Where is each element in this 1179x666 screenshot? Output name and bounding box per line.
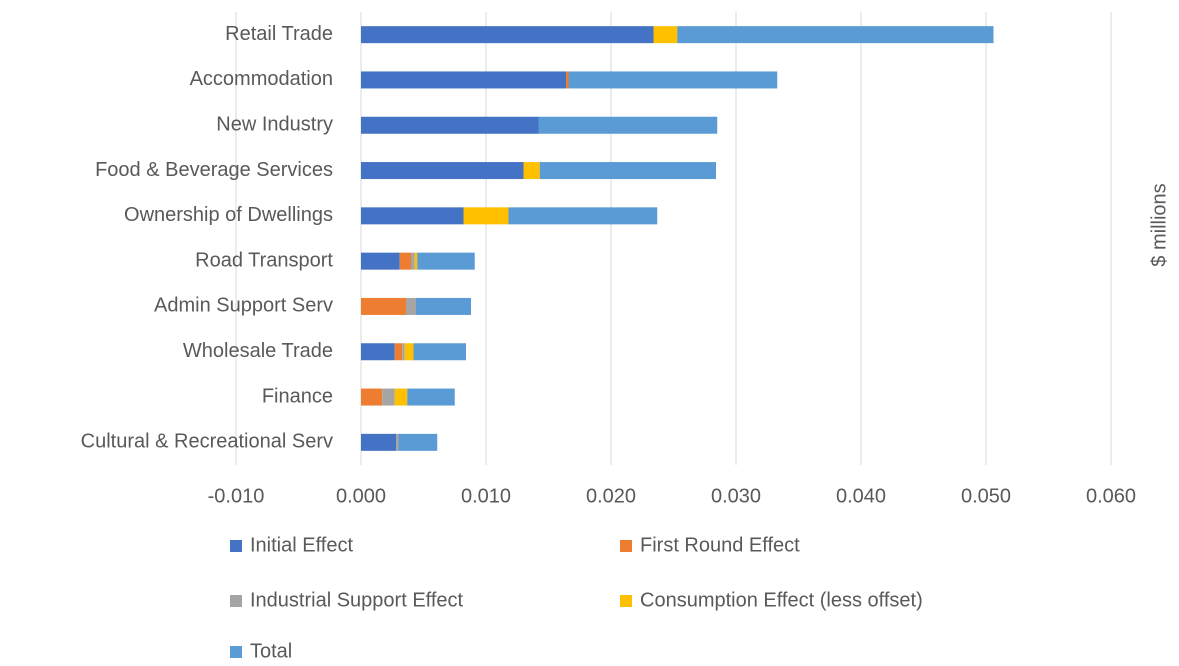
bar-segment [538,116,718,134]
x-tick-label: 0.050 [961,485,1011,507]
bar-segment [361,116,539,134]
x-tick-label: 0.060 [1086,485,1136,507]
bar-segment [398,433,438,451]
y-tick-label: Retail Trade [225,23,333,45]
bar-segment [394,343,403,361]
legend-swatch [230,646,242,658]
bar-segment [361,388,383,406]
bar-segment [411,252,415,270]
bar-segment [361,71,566,89]
bar-segment [414,252,418,270]
bar-segment [566,71,569,89]
bar-segment [394,388,408,406]
axis-label: $ millions [1148,183,1170,266]
bar-segment [396,433,399,451]
y-tick-label: Food & Beverage Services [95,159,333,181]
legend-swatch [620,595,632,607]
legend-label: Total [250,640,292,662]
legend-label: Initial Effect [250,534,353,556]
x-tick-label: 0.020 [586,485,636,507]
legend-swatch [230,540,242,552]
bar-segment [407,388,455,406]
legend-label: Industrial Support Effect [250,589,464,611]
y-tick-label: Finance [262,385,333,407]
bar-segment [523,162,540,180]
bar-segment [361,162,524,180]
y-tick-label: Cultural & Recreational Serv [81,431,333,453]
bar-segment [361,343,395,361]
legend-label: First Round Effect [640,534,800,556]
bar-segment [463,207,509,225]
y-tick-label: Admin Support Serv [154,295,333,317]
bar-segment [382,388,395,406]
y-tick-label: Road Transport [195,249,333,271]
bar-segment [361,433,396,451]
y-tick-label: Accommodation [190,68,333,90]
bar-segment [361,26,654,44]
y-tick-label: Ownership of Dwellings [124,204,333,226]
bar-segment [568,71,778,89]
bar-segment [653,26,678,44]
x-tick-label: 0.030 [711,485,761,507]
bar-segment [413,343,466,361]
y-tick-label: Wholesale Trade [183,340,333,362]
bar-segment [361,207,464,225]
bar-segment [404,343,414,361]
legend-label: Consumption Effect (less offset) [640,589,923,611]
legend-swatch [230,595,242,607]
bar-segment [399,252,411,270]
bar-segment [508,207,658,225]
bar-segment [406,297,416,315]
bar-segment [402,343,405,361]
x-tick-label: 0.000 [336,485,386,507]
bar-segment [361,297,406,315]
x-tick-label: 0.010 [461,485,511,507]
bar-segment [539,162,716,180]
bar-segment [416,297,471,315]
x-tick-label: 0.040 [836,485,886,507]
y-tick-label: New Industry [216,114,333,136]
x-tick-label: -0.010 [208,485,265,507]
legend-swatch [620,540,632,552]
bar-segment [677,26,994,44]
bar-segment [417,252,475,270]
bar-segment [361,252,400,270]
